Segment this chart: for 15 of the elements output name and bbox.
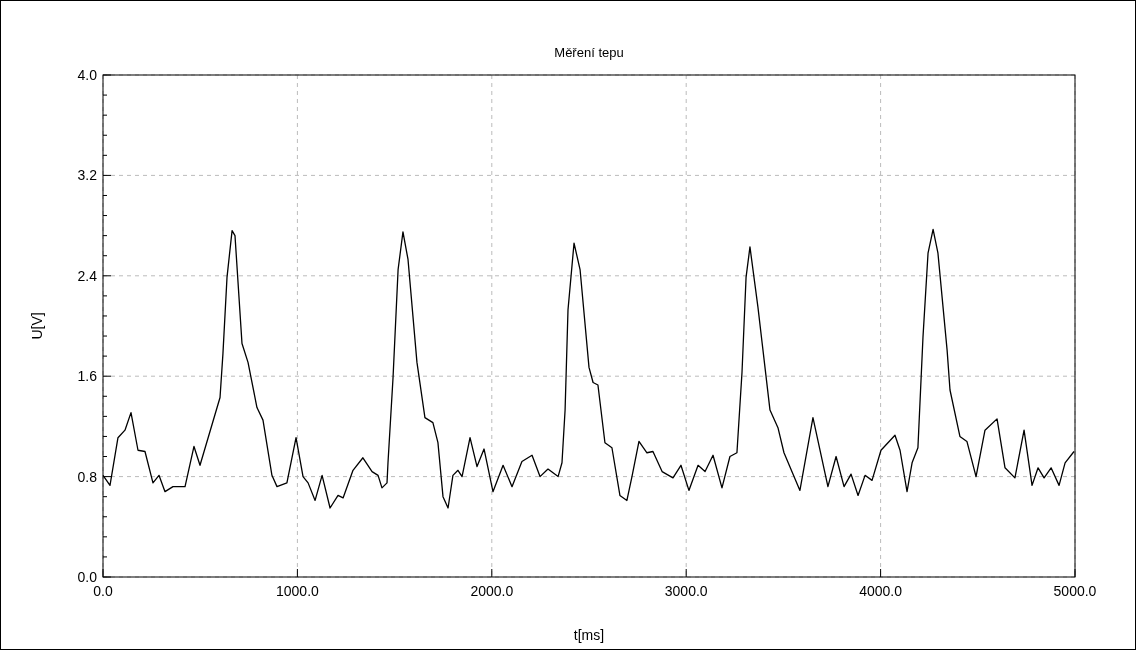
y-axis-title: U[V] [29,312,45,340]
y-tick-label: 1.6 [77,368,98,385]
x-tick-label: 0.0 [93,583,113,599]
y-tick-label: 0.0 [77,569,98,585]
y-tick-label: 2.4 [77,267,98,284]
y-tick-label: 4.0 [77,67,98,83]
x-tick-label: 1000.0 [275,583,320,599]
x-tick-label: 2000.0 [470,583,514,599]
y-tick-label: 3.2 [77,167,98,184]
x-axis-title: t[ms] [573,627,605,643]
x-tick-label: 3000.0 [664,583,708,599]
x-tick-label: 5000.0 [1053,583,1097,599]
y-tick-label: 0.8 [77,468,98,485]
chart-title: Měření tepu [554,45,624,60]
x-tick-label: 4000.0 [859,583,903,599]
